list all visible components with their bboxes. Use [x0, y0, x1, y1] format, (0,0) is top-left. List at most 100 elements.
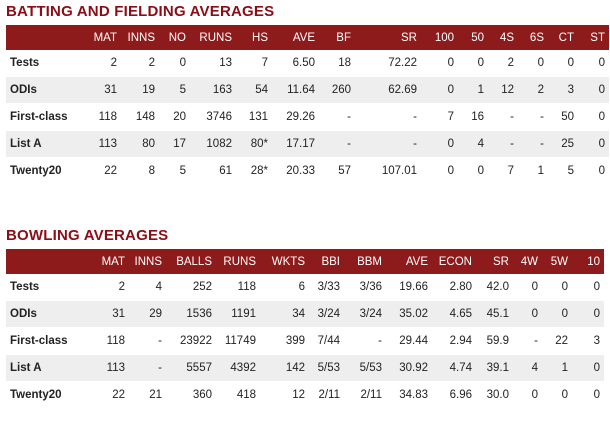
batting-cell: 0	[578, 130, 609, 158]
bowling-section-title: BOWLING AVERAGES	[6, 227, 169, 244]
bowling-cell: 34.83	[386, 381, 432, 409]
bowling-cell: 29	[129, 300, 166, 328]
bowling-cell: 4	[129, 274, 166, 301]
bowling-cell: 22	[542, 327, 572, 355]
batting-cell: 6.50	[272, 50, 319, 77]
bowling-cell: 12	[260, 381, 309, 409]
bowling-cell: 2	[88, 274, 129, 301]
batting-cell: 0	[159, 50, 190, 77]
batting-cell: 0	[421, 157, 458, 185]
batting-cell: 4	[458, 130, 488, 158]
batting-cell: 1082	[190, 130, 236, 158]
batting-format-label: First-class	[6, 103, 78, 131]
bowling-cell: 30.92	[386, 354, 432, 382]
bowling-cell: 142	[260, 354, 309, 382]
batting-cell: 19	[121, 76, 159, 104]
bowling-row: ODIs 31 29 1536 1191 34 3/24 3/24 35.02 4.65 45.1 0…	[6, 300, 604, 328]
bowling-cell: -	[129, 354, 166, 382]
bowling-format-label: Twenty20	[6, 381, 88, 409]
bowling-cell: 4.65	[432, 300, 476, 328]
bowling-cell: 4392	[216, 354, 260, 382]
batting-cell: -	[319, 130, 355, 158]
bowling-col-header: AVE	[386, 249, 432, 274]
bowling-format-label: List A	[6, 354, 88, 382]
bowling-cell: 4.74	[432, 354, 476, 382]
bowling-cell: 0	[572, 381, 604, 409]
bowling-cell: 22	[88, 381, 129, 409]
batting-cell: 12	[488, 76, 518, 104]
bowling-col-header: WKTS	[260, 249, 309, 274]
batting-cell: -	[518, 130, 548, 158]
bowling-cell: 1191	[216, 300, 260, 328]
batting-cell: 11.64	[272, 76, 319, 104]
batting-cell: -	[355, 130, 421, 158]
batting-fielding-table: MAT INNS NO RUNS HS AVE BF SR 100 50 4S 6S CT ST Test…	[6, 25, 609, 185]
batting-col-header: SR	[355, 25, 421, 50]
bowling-cell: 30.0	[476, 381, 513, 409]
batting-col-header: 100	[421, 25, 458, 50]
bowling-cell: 0	[513, 300, 542, 328]
batting-cell: 20	[159, 103, 190, 131]
batting-cell: 16	[458, 103, 488, 131]
bowling-col-header	[6, 249, 88, 274]
batting-cell: 0	[421, 76, 458, 104]
bowling-cell: 0	[513, 274, 542, 301]
batting-col-header: INNS	[121, 25, 159, 50]
bowling-cell: 2/11	[309, 381, 344, 409]
batting-row: First-class 118 148 20 3746 131 29.26- -7 16- -50…	[6, 103, 609, 131]
batting-cell: 0	[421, 50, 458, 77]
bowling-cell: -	[129, 327, 166, 355]
bowling-cell: 5/53	[309, 354, 344, 382]
bowling-cell: 7/44	[309, 327, 344, 355]
batting-cell: 0	[578, 103, 609, 131]
batting-cell: 62.69	[355, 76, 421, 104]
bowling-cell: 23922	[166, 327, 216, 355]
bowling-cell: 2.80	[432, 274, 476, 301]
batting-cell: 0	[578, 50, 609, 77]
bowling-cell: 11749	[216, 327, 260, 355]
batting-cell: -	[488, 103, 518, 131]
batting-col-header: 6S	[518, 25, 548, 50]
batting-col-header: HS	[236, 25, 272, 50]
bowling-format-label: First-class	[6, 327, 88, 355]
batting-cell: -	[319, 103, 355, 131]
bowling-cell: 113	[88, 354, 129, 382]
bowling-col-header: RUNS	[216, 249, 260, 274]
batting-cell: 2	[488, 50, 518, 77]
batting-cell: 0	[548, 50, 578, 77]
bowling-format-label: Tests	[6, 274, 88, 301]
bowling-cell: 0	[542, 274, 572, 301]
batting-cell: 2	[518, 76, 548, 104]
batting-cell: 8	[121, 157, 159, 185]
batting-cell: 17.17	[272, 130, 319, 158]
batting-cell: 5	[159, 157, 190, 185]
bowling-col-header: BBI	[309, 249, 344, 274]
bowling-row: Tests 2 4 252 118 6 3/33 3/36 19.66 2.80 42.0 0 0 0	[6, 274, 604, 301]
bowling-format-label: ODIs	[6, 300, 88, 328]
bowling-col-header: BBM	[344, 249, 386, 274]
bowling-cell: 360	[166, 381, 216, 409]
batting-cell: 1	[518, 157, 548, 185]
bowling-col-header: SR	[476, 249, 513, 274]
bowling-cell: 2.94	[432, 327, 476, 355]
bowling-cell: 4	[513, 354, 542, 382]
bowling-cell: 5/53	[344, 354, 386, 382]
batting-cell: 118	[78, 103, 121, 131]
batting-cell: -	[488, 130, 518, 158]
batting-cell: 0	[578, 157, 609, 185]
batting-cell: 80	[121, 130, 159, 158]
batting-col-header: BF	[319, 25, 355, 50]
batting-cell: 72.22	[355, 50, 421, 77]
bowling-cell: 6.96	[432, 381, 476, 409]
batting-cell: 1	[458, 76, 488, 104]
batting-cell: 13	[190, 50, 236, 77]
bowling-cell: 3/36	[344, 274, 386, 301]
bowling-cell: 3/33	[309, 274, 344, 301]
batting-cell: 2	[121, 50, 159, 77]
batting-cell: 2	[78, 50, 121, 77]
bowling-cell: 399	[260, 327, 309, 355]
bowling-cell: 118	[216, 274, 260, 301]
bowling-averages-table: MAT INNS BALLS RUNS WKTS BBI BBM AVE ECON SR 4W 5W 1…	[6, 249, 604, 409]
batting-cell: 50	[548, 103, 578, 131]
bowling-col-header: INNS	[129, 249, 166, 274]
